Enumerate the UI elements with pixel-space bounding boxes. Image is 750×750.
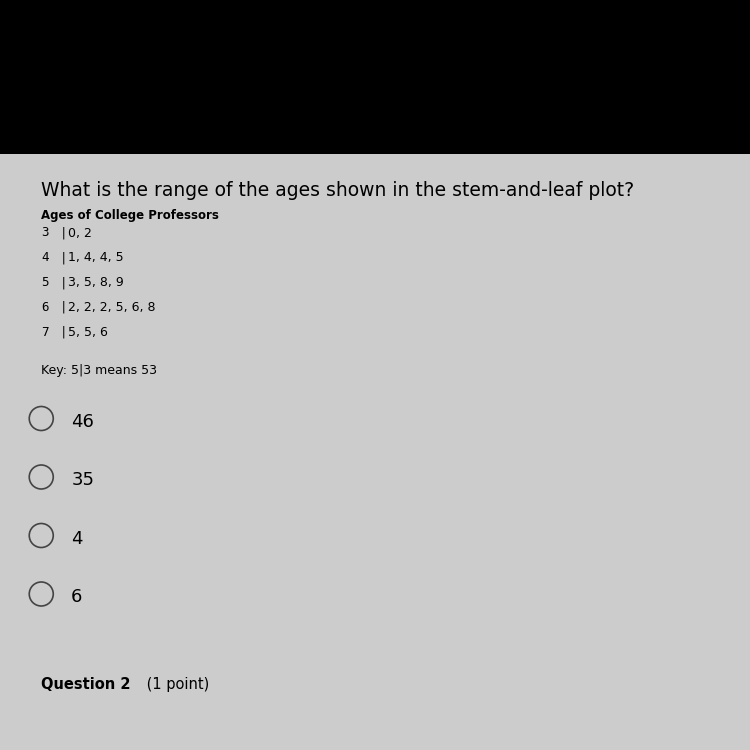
Text: 7: 7 xyxy=(41,326,49,338)
Text: |: | xyxy=(60,251,68,264)
Text: 6: 6 xyxy=(71,588,82,606)
Text: |: | xyxy=(60,301,68,313)
Text: 46: 46 xyxy=(71,413,94,430)
Text: (1 point): (1 point) xyxy=(142,676,210,692)
Text: What is the range of the ages shown in the stem-and-leaf plot?: What is the range of the ages shown in t… xyxy=(41,182,634,200)
Text: 2, 2, 2, 5, 6, 8: 2, 2, 2, 5, 6, 8 xyxy=(68,301,155,313)
Text: 4: 4 xyxy=(71,530,82,548)
Text: 35: 35 xyxy=(71,471,94,489)
Text: |: | xyxy=(60,276,68,289)
Text: 0, 2: 0, 2 xyxy=(68,226,92,239)
Text: 4: 4 xyxy=(41,251,49,264)
Text: 3, 5, 8, 9: 3, 5, 8, 9 xyxy=(68,276,123,289)
Text: Question 2: Question 2 xyxy=(41,676,130,692)
Text: |: | xyxy=(60,226,68,239)
Text: Ages of College Professors: Ages of College Professors xyxy=(41,209,219,221)
Text: 1, 4, 4, 5: 1, 4, 4, 5 xyxy=(68,251,123,264)
Text: 5: 5 xyxy=(41,276,49,289)
Text: |: | xyxy=(60,326,68,338)
Text: 5, 5, 6: 5, 5, 6 xyxy=(68,326,107,338)
Text: 3: 3 xyxy=(41,226,49,239)
Text: 6: 6 xyxy=(41,301,49,313)
Text: Key: 5|3 means 53: Key: 5|3 means 53 xyxy=(41,364,158,376)
